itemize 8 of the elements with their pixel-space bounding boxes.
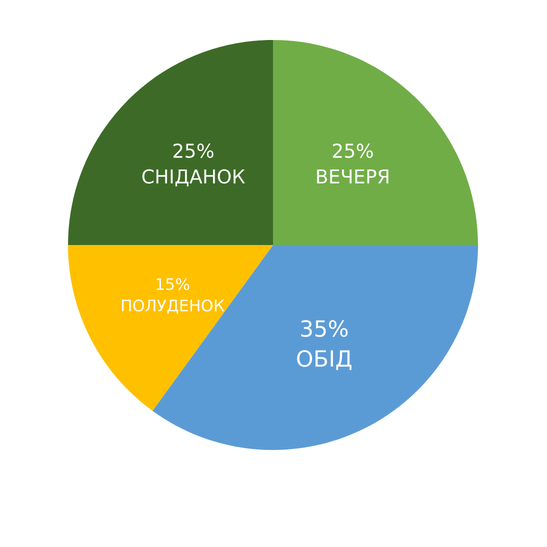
data-label: 15% (156, 278, 190, 290)
data-label: 35% (301, 320, 348, 337)
slice-label: СНІДАНОК (142, 169, 245, 186)
slice-label: ОБІД (297, 350, 352, 370)
data-label: 25% (332, 144, 373, 158)
data-label: 25% (174, 144, 214, 158)
slice-label: ВЕЧЕРЯ (317, 169, 388, 184)
slice-label: ПОЛУДЕНОК (122, 299, 224, 314)
